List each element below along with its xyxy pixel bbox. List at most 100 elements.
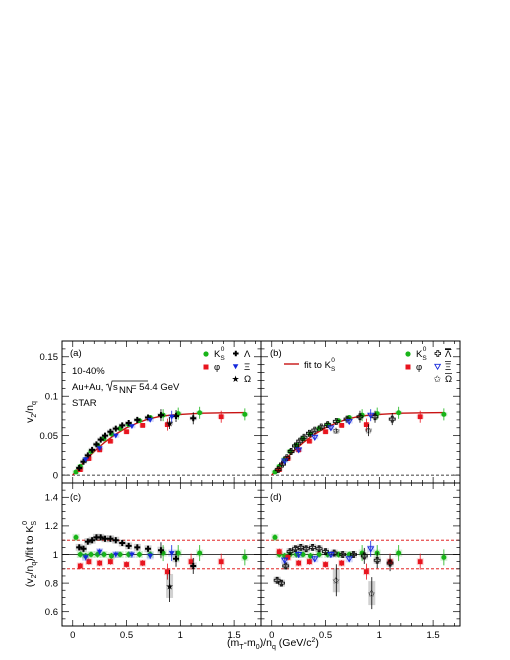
panel-a--point-1 — [86, 456, 92, 461]
panel-c--point-11 — [134, 544, 141, 551]
panel-c--point-0 — [77, 563, 83, 569]
panel-a--point-0: ★ — [166, 418, 174, 428]
panel-b--point-0 — [274, 466, 282, 473]
panel-d-K0S-point-5 — [300, 552, 306, 557]
annotation-centrality: 10-40% — [72, 366, 105, 377]
panel-c--point-2 — [97, 560, 103, 566]
legend-b-fit-label: fit to KS0 — [304, 357, 336, 373]
legend-b-antixi-marker — [434, 363, 442, 371]
panel-b--point-1: ✩ — [365, 425, 373, 435]
panel-a--point-7 — [107, 428, 114, 435]
panel-c-xtick-label-2: 1 — [178, 630, 183, 641]
panel-a--point-10 — [125, 420, 132, 427]
panel-d--point-4 — [345, 556, 353, 563]
panel-c--point-10 — [125, 542, 132, 549]
panel-d--point-15 — [386, 559, 394, 567]
legend-a-omega-marker: ★ — [232, 374, 240, 384]
panel-b--point-2 — [311, 434, 319, 441]
panel-b--point-14 — [371, 413, 379, 421]
panel-d--point-4 — [323, 562, 328, 567]
legend-b-phi-label: φ — [416, 362, 422, 373]
panel-d--point-8 — [315, 545, 323, 553]
legend-b-antiomega-label: Ω — [445, 374, 452, 385]
panel-a--point-6 — [165, 422, 170, 428]
panel-c--point-2 — [112, 552, 119, 558]
panel-b-frame — [260, 340, 461, 484]
panel-a--point-5 — [97, 436, 104, 443]
panel-c--point-15 — [190, 562, 197, 569]
panel-c-xtick-label-1: 0.5 — [120, 630, 133, 641]
legend-b-k0s-label: KS0 — [416, 346, 427, 362]
panel-c-ytick-label-1: 0.8 — [45, 578, 58, 589]
panel-c--point-4 — [124, 562, 129, 567]
panel-a--point-4 — [124, 429, 129, 435]
panel-c-K0S-point-9 — [136, 552, 142, 557]
panel-b--point-0 — [276, 467, 282, 472]
legend-a-lambda-label: Λ — [244, 349, 251, 360]
svg-text:s: s — [113, 382, 118, 393]
panel-b--point-7 — [417, 414, 423, 420]
svg-text:(mT-m0)/nq (GeV/c2): (mT-m0)/nq (GeV/c2) — [227, 637, 319, 651]
panel-b--point-9 — [317, 423, 325, 431]
panel-d--point-1 — [295, 552, 303, 559]
panel-c-K0S-point-12 — [175, 550, 181, 556]
panel-a-plot-area: ★ — [62, 406, 261, 476]
panel-a--point-0 — [76, 465, 83, 472]
panel-b--point-1 — [295, 447, 303, 454]
panel-c--point-4 — [147, 553, 154, 559]
legend-a-k0s-marker — [203, 351, 209, 357]
panel-a-K0S-point-14 — [242, 411, 248, 417]
legend-a-phi-label: φ — [214, 362, 220, 373]
panel-a--point-13 — [157, 412, 164, 419]
legend-a: KS0 φ Λ Ξ ★ Ω — [203, 346, 251, 385]
panel-a--point-4 — [93, 441, 100, 448]
panel-b--point-7 — [306, 429, 313, 437]
panel-a-ytick-label-1: 0.05 — [40, 431, 59, 442]
panel-a--point-2 — [84, 452, 91, 459]
panel-b--point-4 — [323, 429, 328, 435]
panel-a--point-5 — [168, 414, 175, 420]
panel-c-K0S-point-6 — [108, 553, 114, 559]
panel-b--point-5 — [296, 437, 304, 445]
panel-b--point-13 — [356, 413, 364, 421]
xlabel: (mT-m0)/nq (GeV/c2) — [227, 637, 319, 651]
panel-d-K0S-point-0 — [272, 534, 278, 540]
panel-d--point-0 — [276, 549, 282, 555]
panel-b--point-11 — [332, 418, 340, 425]
panel-c-ytick-label-0: 0.6 — [45, 607, 58, 618]
panel-c--point-13 — [157, 547, 164, 554]
panel-b-plot-area: ✩ ✩ — [261, 406, 460, 476]
panel-c--point-8 — [112, 537, 119, 544]
panel-c-ytick-label-3: 1.2 — [45, 521, 58, 532]
panel-a--point-6 — [102, 432, 109, 439]
panel-d--point-8 — [417, 559, 423, 565]
panel-c-K0S-point-7 — [117, 552, 123, 557]
panel-c--point-7 — [107, 535, 114, 542]
panel-b--point-3 — [287, 448, 295, 455]
legend-b-antiomega-marker: ✩ — [434, 374, 442, 384]
panel-d--point-14 — [373, 556, 381, 564]
panel-a--point-1 — [96, 446, 103, 452]
panel-d--point-1: ✩ — [368, 588, 376, 598]
panel-a--point-0 — [77, 467, 83, 472]
panel-c--point-14 — [173, 555, 180, 562]
legend-b-antilambda-marker — [434, 350, 441, 357]
panel-c--point-3 — [108, 559, 113, 565]
panel-d--point-3 — [286, 548, 294, 556]
panel-d--point-0 — [281, 557, 289, 564]
panel-label-b: (b) — [270, 348, 282, 359]
panel-c-K0S-point-13 — [197, 550, 203, 556]
panel-c-K0S-point-14 — [242, 554, 248, 560]
panel-d-K0S-point-7 — [316, 552, 322, 557]
legend-a-k0s-label: KS0 — [214, 346, 225, 362]
legend-b-k0s-marker — [405, 351, 411, 357]
panel-b--point-4 — [345, 419, 353, 426]
panel-c--point-5 — [140, 560, 146, 566]
panel-c-ytick-label-2: 1 — [53, 550, 58, 561]
legend-b: fit to KS0 KS0 φ Λ Ξ ✩ Ω — [284, 346, 452, 385]
panel-a--point-5 — [140, 423, 146, 428]
svg-text:= 54.4 GeV: = 54.4 GeV — [131, 382, 180, 393]
panel-d--point-11 — [339, 551, 347, 558]
panel-c: ★ 0.6 0.8 1 1.2 1.4 0 0.5 1 1.5 — [45, 482, 262, 641]
